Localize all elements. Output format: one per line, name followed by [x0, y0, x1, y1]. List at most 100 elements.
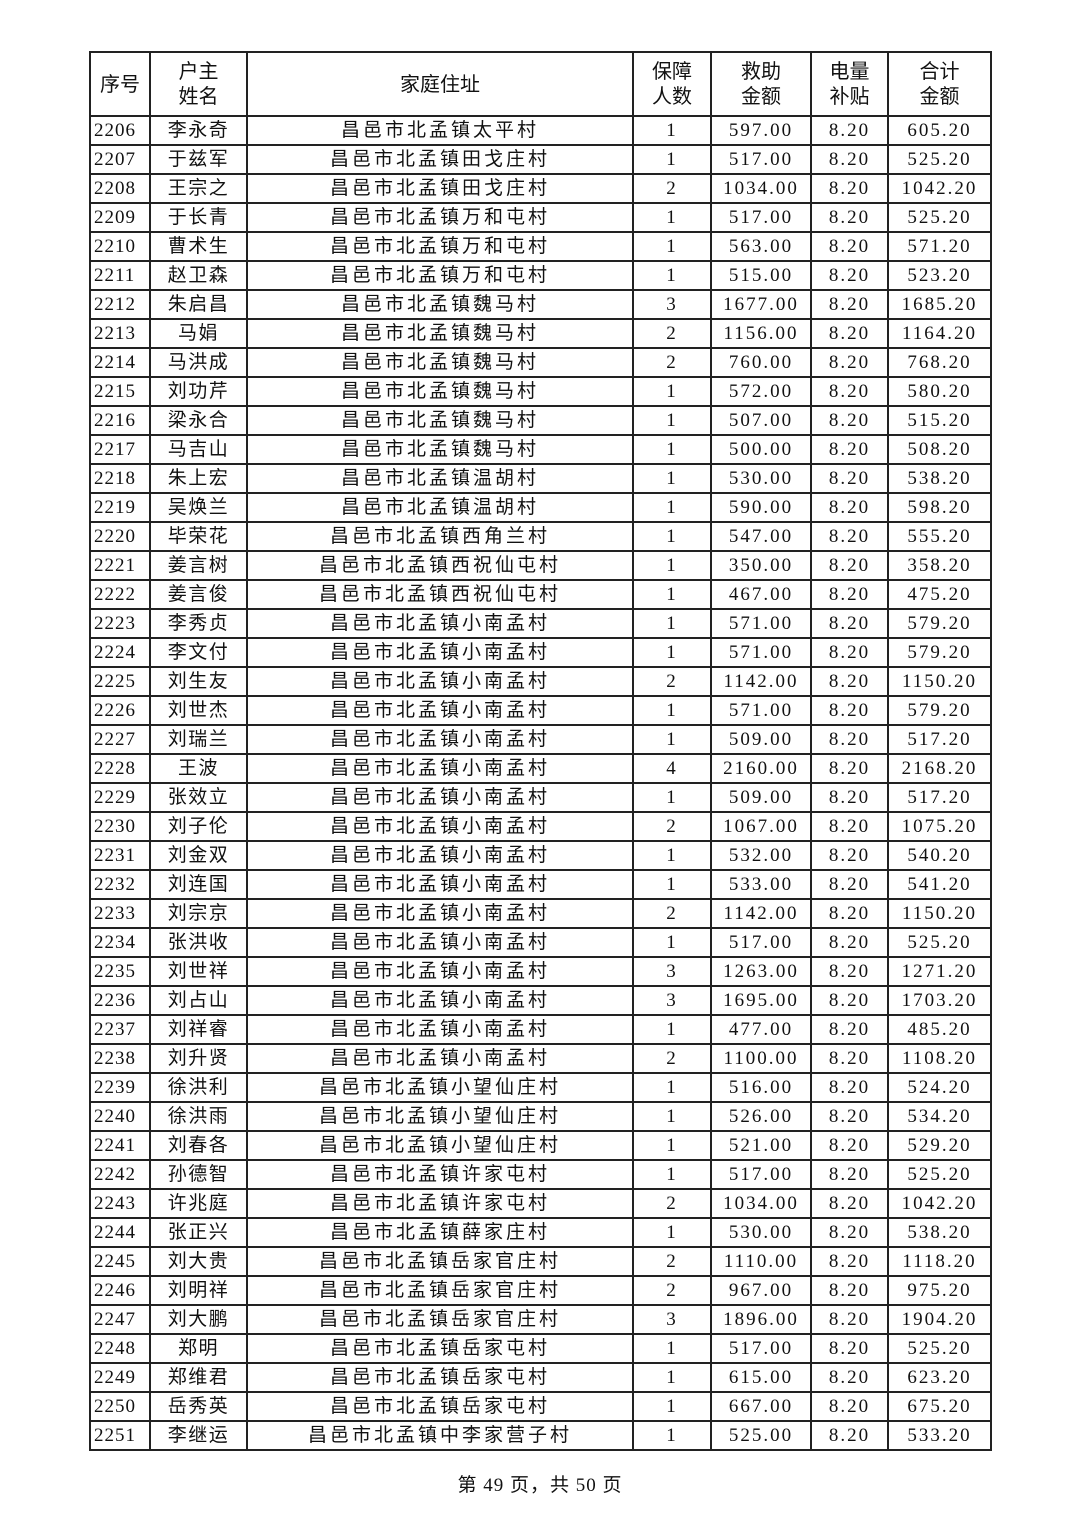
cell-name: 吴焕兰	[149, 492, 248, 523]
cell-aid: 967.00	[710, 1275, 812, 1306]
cell-name: 刘连国	[149, 869, 248, 900]
table-row: 2239 徐洪利 昌邑市北孟镇小望仙庄村 1 516.00 8.20 524.20	[89, 1072, 992, 1103]
cell-persons: 1	[632, 1130, 712, 1161]
cell-power: 8.20	[810, 173, 889, 204]
table-row: 2248 郑明 昌邑市北孟镇岳家屯村 1 517.00 8.20 525.20	[89, 1333, 992, 1364]
cell-total: 580.20	[887, 376, 992, 407]
table-header-row: 序号 户主 姓名 家庭住址 保障 人数 救助 金额 电量 补贴 合计 金额	[89, 51, 992, 117]
cell-aid: 667.00	[710, 1391, 812, 1422]
cell-aid: 1034.00	[710, 1188, 812, 1219]
cell-no: 2241	[89, 1130, 151, 1161]
table-row: 2223 李秀贞 昌邑市北孟镇小南孟村 1 571.00 8.20 579.20	[89, 608, 992, 639]
cell-aid: 760.00	[710, 347, 812, 378]
table-row: 2241 刘春各 昌邑市北孟镇小望仙庄村 1 521.00 8.20 529.20	[89, 1130, 992, 1161]
cell-power: 8.20	[810, 550, 889, 581]
cell-no: 2245	[89, 1246, 151, 1277]
cell-aid: 517.00	[710, 202, 812, 233]
cell-no: 2213	[89, 318, 151, 349]
cell-name: 刘宗京	[149, 898, 248, 929]
cell-total: 525.20	[887, 927, 992, 958]
table-row: 2209 于长青 昌邑市北孟镇万和屯村 1 517.00 8.20 525.20	[89, 202, 992, 233]
cell-power: 8.20	[810, 347, 889, 378]
cell-power: 8.20	[810, 1391, 889, 1422]
table-row: 2231 刘金双 昌邑市北孟镇小南孟村 1 532.00 8.20 540.20	[89, 840, 992, 871]
cell-no: 2208	[89, 173, 151, 204]
cell-aid: 1896.00	[710, 1304, 812, 1335]
cell-address: 昌邑市北孟镇小南孟村	[246, 753, 634, 784]
cell-persons: 2	[632, 318, 712, 349]
cell-name: 王波	[149, 753, 248, 784]
cell-persons: 1	[632, 434, 712, 465]
cell-name: 马吉山	[149, 434, 248, 465]
header-aid: 救助 金额	[710, 51, 812, 117]
cell-aid: 526.00	[710, 1101, 812, 1132]
cell-address: 昌邑市北孟镇魏马村	[246, 405, 634, 436]
cell-persons: 1	[632, 405, 712, 436]
cell-name: 刘占山	[149, 985, 248, 1016]
header-total: 合计 金额	[887, 51, 992, 117]
cell-no: 2233	[89, 898, 151, 929]
cell-total: 1164.20	[887, 318, 992, 349]
cell-power: 8.20	[810, 608, 889, 639]
cell-total: 517.20	[887, 724, 992, 755]
cell-name: 曹术生	[149, 231, 248, 262]
cell-power: 8.20	[810, 956, 889, 987]
cell-persons: 1	[632, 1362, 712, 1393]
cell-name: 刘世祥	[149, 956, 248, 987]
cell-persons: 3	[632, 289, 712, 320]
cell-address: 昌邑市北孟镇小南孟村	[246, 1043, 634, 1074]
header-persons: 保障 人数	[632, 51, 712, 117]
cell-address: 昌邑市北孟镇温胡村	[246, 463, 634, 494]
cell-no: 2238	[89, 1043, 151, 1074]
table-row: 2244 张正兴 昌邑市北孟镇薛家庄村 1 530.00 8.20 538.20	[89, 1217, 992, 1248]
cell-name: 岳秀英	[149, 1391, 248, 1422]
cell-persons: 2	[632, 173, 712, 204]
cell-address: 昌邑市北孟镇小南孟村	[246, 695, 634, 726]
cell-persons: 1	[632, 608, 712, 639]
cell-name: 徐洪利	[149, 1072, 248, 1103]
cell-address: 昌邑市北孟镇中李家营子村	[246, 1420, 634, 1451]
cell-name: 刘祥睿	[149, 1014, 248, 1045]
cell-address: 昌邑市北孟镇田戈庄村	[246, 173, 634, 204]
cell-address: 昌邑市北孟镇温胡村	[246, 492, 634, 523]
cell-total: 485.20	[887, 1014, 992, 1045]
cell-persons: 3	[632, 956, 712, 987]
header-aid-line2: 金额	[741, 84, 781, 108]
table-row: 2213 马娟 昌邑市北孟镇魏马村 2 1156.00 8.20 1164.20	[89, 318, 992, 349]
cell-name: 刘金双	[149, 840, 248, 871]
cell-no: 2237	[89, 1014, 151, 1045]
table-row: 2227 刘瑞兰 昌邑市北孟镇小南孟村 1 509.00 8.20 517.20	[89, 724, 992, 755]
cell-total: 541.20	[887, 869, 992, 900]
cell-address: 昌邑市北孟镇万和屯村	[246, 202, 634, 233]
cell-total: 515.20	[887, 405, 992, 436]
cell-persons: 1	[632, 1072, 712, 1103]
cell-persons: 1	[632, 1420, 712, 1451]
cell-address: 昌邑市北孟镇岳家屯村	[246, 1391, 634, 1422]
cell-address: 昌邑市北孟镇西祝仙屯村	[246, 550, 634, 581]
cell-total: 579.20	[887, 695, 992, 726]
table-row: 2233 刘宗京 昌邑市北孟镇小南孟村 2 1142.00 8.20 1150.20	[89, 898, 992, 929]
cell-name: 许兆庭	[149, 1188, 248, 1219]
table-row: 2249 郑维君 昌邑市北孟镇岳家屯村 1 615.00 8.20 623.20	[89, 1362, 992, 1393]
cell-aid: 1156.00	[710, 318, 812, 349]
cell-persons: 1	[632, 927, 712, 958]
cell-aid: 597.00	[710, 115, 812, 146]
cell-aid: 509.00	[710, 782, 812, 813]
cell-no: 2250	[89, 1391, 151, 1422]
cell-aid: 1142.00	[710, 666, 812, 697]
cell-no: 2216	[89, 405, 151, 436]
cell-name: 马洪成	[149, 347, 248, 378]
cell-name: 刘子伦	[149, 811, 248, 842]
cell-total: 623.20	[887, 1362, 992, 1393]
cell-no: 2211	[89, 260, 151, 291]
cell-name: 赵卫森	[149, 260, 248, 291]
cell-power: 8.20	[810, 405, 889, 436]
cell-address: 昌邑市北孟镇小南孟村	[246, 666, 634, 697]
cell-aid: 517.00	[710, 927, 812, 958]
table-row: 2212 朱启昌 昌邑市北孟镇魏马村 3 1677.00 8.20 1685.20	[89, 289, 992, 320]
cell-name: 刘明祥	[149, 1275, 248, 1306]
cell-total: 523.20	[887, 260, 992, 291]
cell-power: 8.20	[810, 492, 889, 523]
table-row: 2219 吴焕兰 昌邑市北孟镇温胡村 1 590.00 8.20 598.20	[89, 492, 992, 523]
table-row: 2230 刘子伦 昌邑市北孟镇小南孟村 2 1067.00 8.20 1075.20	[89, 811, 992, 842]
